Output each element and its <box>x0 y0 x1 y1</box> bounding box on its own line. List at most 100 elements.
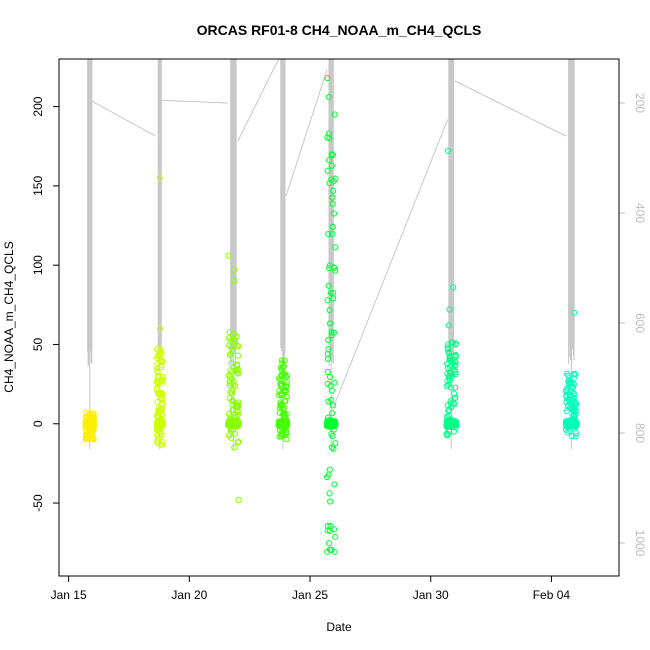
data-point <box>156 410 163 417</box>
pressure-flight-7 <box>568 59 575 450</box>
flight-rf03 <box>224 252 242 503</box>
data-point <box>325 346 332 353</box>
data-point <box>451 401 458 408</box>
data-point <box>229 426 237 433</box>
data-point <box>326 373 334 381</box>
data-point <box>228 434 235 442</box>
data-point-outlier <box>325 93 332 101</box>
data-point <box>234 411 241 418</box>
data-point <box>565 381 572 388</box>
data-point <box>325 336 332 344</box>
data-point <box>452 417 459 425</box>
data-point <box>226 329 233 336</box>
data-point <box>563 386 570 393</box>
data-point <box>563 370 571 377</box>
data-point <box>328 387 335 394</box>
flight-rf02 <box>153 174 166 448</box>
data-point <box>327 498 334 505</box>
data-point <box>157 419 164 427</box>
x-tick-label: Jan 25 <box>292 588 328 602</box>
flight-rf05 <box>323 74 339 555</box>
data-point-outlier <box>235 496 242 503</box>
data-point <box>326 540 333 547</box>
data-point <box>326 307 333 314</box>
data-point <box>325 398 332 405</box>
data-point <box>90 420 97 428</box>
data-point <box>154 345 161 352</box>
data-point <box>573 429 580 437</box>
data-point <box>446 372 454 380</box>
data-point <box>568 383 576 390</box>
data-point <box>153 354 161 362</box>
data-point <box>331 481 338 488</box>
data-point <box>328 329 335 336</box>
data-point <box>229 420 236 427</box>
data-point <box>328 444 335 451</box>
data-point <box>330 526 338 533</box>
y2-tick-label: 1000 <box>633 530 647 557</box>
data-point <box>445 406 452 413</box>
data-point-outlier <box>444 147 452 155</box>
y-tick-label: -50 <box>31 494 45 512</box>
data-point <box>156 373 163 380</box>
data-point <box>332 440 339 447</box>
data-point <box>234 362 241 369</box>
data-point <box>226 378 233 385</box>
data-point <box>329 223 336 231</box>
y2-tick-label: 200 <box>633 93 647 113</box>
data-point <box>234 403 241 410</box>
data-points <box>82 74 580 555</box>
data-point <box>154 436 161 443</box>
data-point-outlier <box>231 277 238 285</box>
pressure-ferry-line <box>285 69 328 197</box>
y-tick-label: 50 <box>31 337 45 351</box>
data-point <box>330 295 337 302</box>
data-point <box>329 230 336 238</box>
pressure-flight-3 <box>230 59 237 450</box>
data-point <box>568 433 575 440</box>
data-point <box>226 352 234 359</box>
data-point <box>327 289 334 296</box>
data-point <box>159 419 166 427</box>
data-point <box>158 390 165 397</box>
data-point <box>154 387 161 394</box>
data-point <box>328 151 335 158</box>
x-tick-label: Jan 20 <box>171 588 207 602</box>
data-point <box>154 369 161 376</box>
data-point <box>159 358 166 365</box>
data-point <box>329 402 336 409</box>
y2-tick-label: 600 <box>633 313 647 333</box>
y-tick-label: 150 <box>31 176 45 196</box>
data-point <box>444 421 451 428</box>
pressure-ferry-line <box>90 99 156 137</box>
data-point <box>332 267 339 274</box>
y-tick-label: 200 <box>31 96 45 116</box>
data-point-outlier <box>446 306 453 313</box>
data-point <box>329 433 336 440</box>
data-point <box>227 389 234 396</box>
data-point <box>326 265 333 272</box>
data-point-outlier <box>331 111 338 118</box>
data-point <box>571 403 578 410</box>
data-point <box>159 376 166 383</box>
pressure-ferry-line <box>454 80 567 137</box>
data-point <box>332 533 339 540</box>
data-point <box>330 329 337 336</box>
data-point <box>330 210 338 217</box>
data-point <box>154 384 161 392</box>
data-point <box>325 282 332 289</box>
data-point <box>452 340 460 347</box>
data-point <box>158 430 165 437</box>
data-point <box>325 130 333 137</box>
data-point <box>445 350 452 357</box>
data-point <box>283 436 290 443</box>
data-point <box>226 382 233 389</box>
data-point <box>157 346 164 353</box>
data-point <box>452 361 459 368</box>
y2-tick-label: 800 <box>633 423 647 443</box>
data-point <box>452 368 459 376</box>
data-point <box>158 441 165 448</box>
x-tick-label: Feb 04 <box>533 588 571 602</box>
data-point <box>83 419 91 427</box>
data-point <box>447 369 455 376</box>
